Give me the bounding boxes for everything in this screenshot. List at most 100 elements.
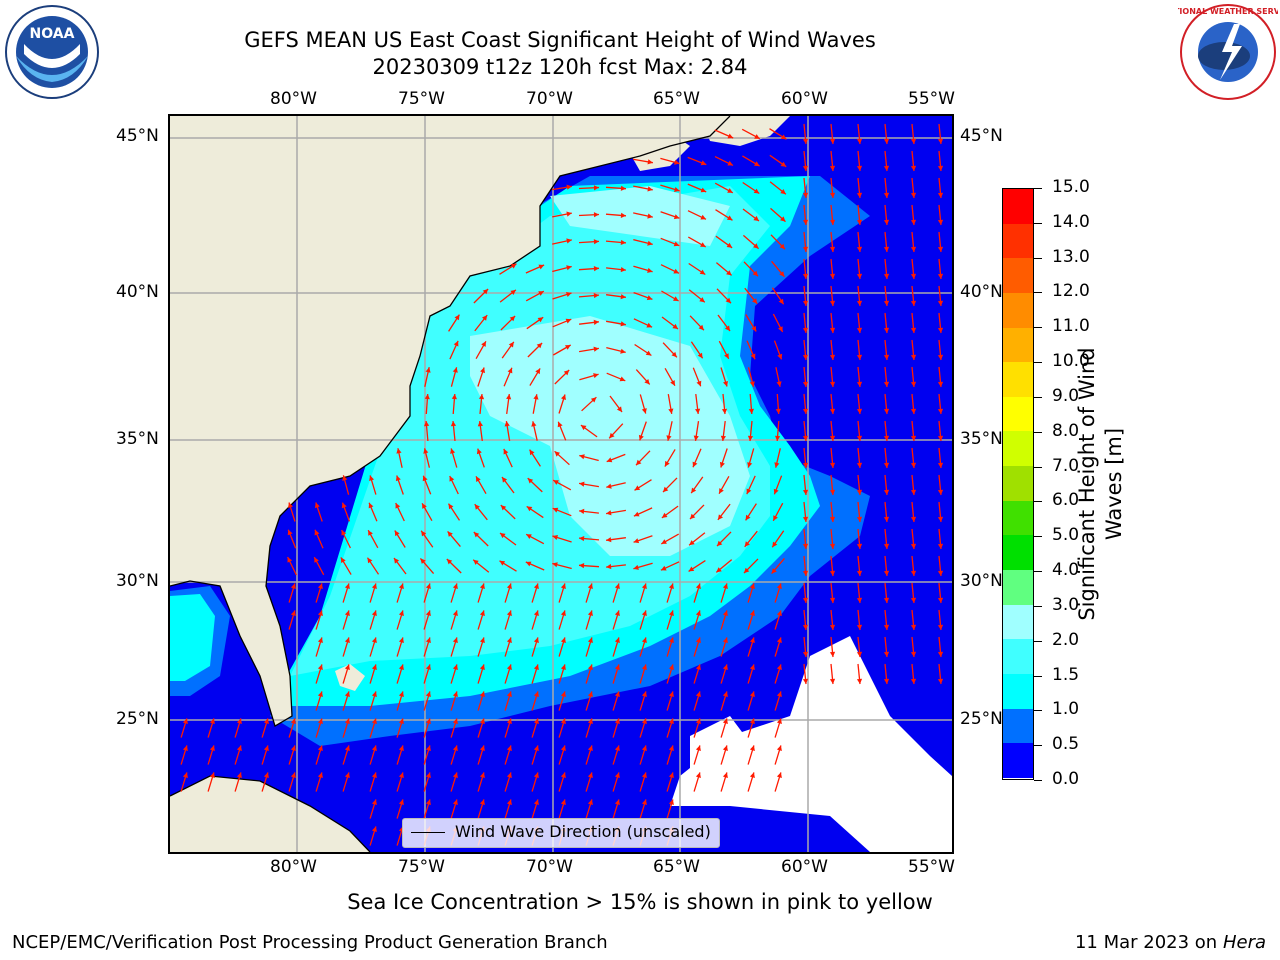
wave-direction-arrowhead xyxy=(263,718,269,724)
wave-direction-arrowhead xyxy=(749,718,755,724)
wave-direction-arrowhead xyxy=(674,159,680,165)
wave-direction-arrowhead xyxy=(398,799,404,805)
wave-direction-arrowhead xyxy=(696,380,702,387)
wave-direction-arrowhead xyxy=(646,322,653,328)
wave-direction-arrowhead xyxy=(314,502,320,509)
wave-direction-arrowhead xyxy=(398,772,404,778)
wave-direction-arrowhead xyxy=(937,678,944,684)
wave-direction-arrowhead xyxy=(620,348,626,354)
wave-direction-arrowhead xyxy=(533,664,539,670)
wave-direction-arrowhead xyxy=(479,745,485,751)
colorbar-segment xyxy=(1003,535,1033,571)
wave-direction-arrowhead xyxy=(779,243,785,250)
wave-direction-arrowhead xyxy=(425,367,431,373)
wave-direction-arrowhead xyxy=(606,457,613,463)
wave-direction-arrowhead xyxy=(644,379,650,385)
wave-direction-arrowhead xyxy=(449,476,455,482)
wave-direction-arrowhead xyxy=(533,799,539,805)
wave-direction-arrowhead xyxy=(606,483,612,489)
wave-direction-arrowhead xyxy=(446,559,453,565)
wave-direction-arrowhead xyxy=(688,566,695,572)
wave-direction-arrowhead xyxy=(720,435,726,441)
wave-direction-arrowhead xyxy=(236,772,242,778)
footer-host: Hera xyxy=(1222,932,1266,953)
sea-ice-note: Sea Ice Concentration > 15% is shown in … xyxy=(347,890,933,914)
wave-direction-arrowhead xyxy=(533,745,539,751)
colorbar-tick-label: 5.0 xyxy=(1052,525,1080,546)
wave-direction-arrowhead xyxy=(883,462,890,468)
wave-direction-arrowhead xyxy=(883,597,890,603)
colorbar-tick-mark xyxy=(1034,257,1042,259)
wave-direction-arrowhead xyxy=(502,477,508,483)
wave-direction-arrowhead xyxy=(723,381,728,387)
wave-direction-arrowhead xyxy=(425,691,431,697)
wave-direction-arrowhead xyxy=(633,538,640,544)
wave-direction-arrowhead xyxy=(754,134,760,139)
wave-direction-arrowhead xyxy=(883,219,890,225)
wave-direction-arrowhead xyxy=(344,691,350,697)
wave-direction-arrowhead xyxy=(477,421,483,427)
colorbar-label-line2: Waves [m] xyxy=(1102,427,1126,541)
wave-direction-arrowhead xyxy=(398,745,404,751)
wave-direction-arrowhead xyxy=(856,354,863,360)
wave-direction-arrowhead xyxy=(753,215,759,221)
colorbar-tick-label: 1.0 xyxy=(1052,699,1080,720)
wave-direction-arrowhead xyxy=(722,637,728,643)
wave-direction-arrowhead xyxy=(673,241,680,247)
wave-direction-arrowhead xyxy=(856,570,863,576)
lat-label-left: 40°N xyxy=(116,282,159,302)
wave-direction-arrowhead xyxy=(566,292,572,297)
wave-direction-arrowhead xyxy=(829,300,836,306)
wave-direction-arrowhead xyxy=(290,718,296,724)
wave-direction-arrowhead xyxy=(593,319,599,325)
wave-direction-arrowhead xyxy=(587,691,593,697)
wave-direction-arrowhead xyxy=(910,381,917,387)
wave-direction-arrowhead xyxy=(593,185,599,191)
wave-direction-arrowhead xyxy=(802,246,809,252)
wave-direction-arrowhead xyxy=(479,691,485,697)
wave-direction-arrowhead xyxy=(290,583,296,589)
colorbar-tick-label: 8.0 xyxy=(1052,420,1080,441)
wave-direction-arrowhead xyxy=(620,294,626,300)
wave-direction-arrowhead xyxy=(744,567,750,574)
wave-direction-arrowhead xyxy=(593,346,599,352)
wave-direction-arrowhead xyxy=(829,651,836,657)
wave-direction-arrowhead xyxy=(752,298,758,304)
wave-direction-arrowhead xyxy=(398,610,404,616)
lon-label-top: 60°W xyxy=(781,89,828,109)
wave-direction-arrowhead xyxy=(721,408,728,414)
wave-direction-arrowhead xyxy=(606,563,612,570)
wave-direction-arrowhead xyxy=(396,448,402,454)
lat-label-right: 40°N xyxy=(960,282,1003,302)
wave-direction-arrowhead xyxy=(287,529,293,536)
wave-direction-arrowhead xyxy=(560,745,566,751)
wave-direction-arrowhead xyxy=(425,583,431,589)
legend-line-swatch xyxy=(411,832,445,833)
colorbar-segment xyxy=(1003,327,1033,363)
wave-direction-arrowhead xyxy=(641,583,647,589)
wave-direction-arrowhead xyxy=(424,421,430,427)
wave-direction-arrowhead xyxy=(616,406,622,412)
colorbar-tick-mark xyxy=(1034,640,1042,642)
wave-direction-arrowhead xyxy=(587,583,593,589)
wave-direction-arrowhead xyxy=(856,300,863,306)
wave-direction-arrowhead xyxy=(722,691,728,697)
wave-direction-arrowhead xyxy=(829,624,836,630)
wave-direction-arrowhead xyxy=(641,664,647,670)
wave-direction-arrowhead xyxy=(773,515,778,521)
wave-direction-arrowhead xyxy=(856,246,863,252)
lon-label-bottom: 60°W xyxy=(781,857,828,877)
wave-direction-arrowhead xyxy=(856,138,863,144)
wave-direction-arrowhead xyxy=(856,624,863,630)
wave-direction-arrowhead xyxy=(776,691,782,697)
wave-direction-arrowhead xyxy=(209,772,215,778)
lon-label-bottom: 65°W xyxy=(653,857,700,877)
wave-direction-arrowhead xyxy=(668,691,674,697)
wave-direction-arrowhead xyxy=(609,432,615,439)
wave-direction-arrowhead xyxy=(776,637,782,643)
wave-direction-arrowhead xyxy=(288,502,293,508)
wave-direction-arrowhead xyxy=(317,637,323,643)
wave-direction-arrowhead xyxy=(937,381,944,387)
wave-direction-arrowhead xyxy=(525,561,532,567)
colorbar-tick-label: 11.0 xyxy=(1052,316,1090,337)
